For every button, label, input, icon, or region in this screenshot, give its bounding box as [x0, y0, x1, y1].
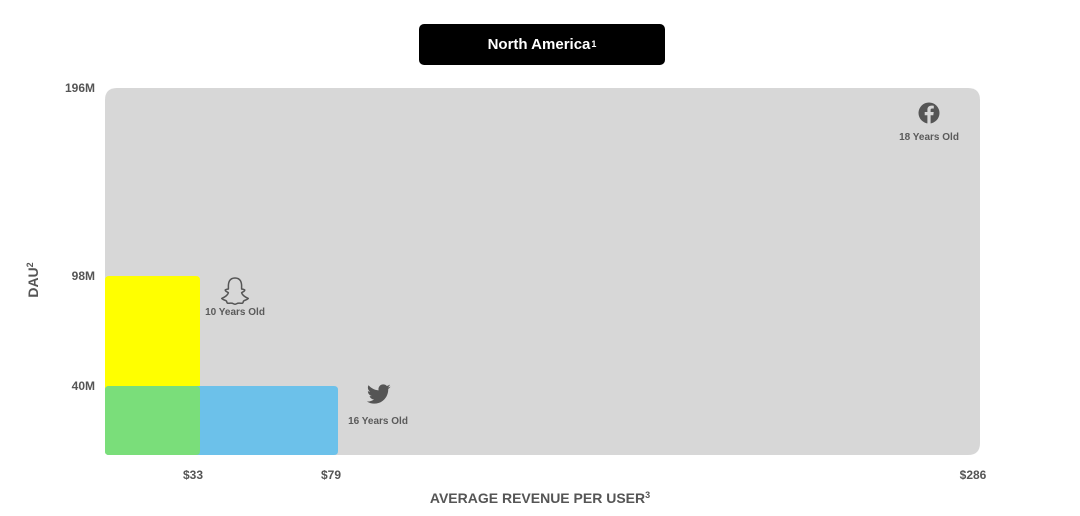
facebook-icon	[918, 102, 940, 124]
bar-facebook	[105, 88, 980, 455]
chart-title: North America 1	[419, 24, 665, 65]
x-tick-label: $79	[321, 468, 341, 482]
x-axis-label: AVERAGE REVENUE PER USER3	[430, 490, 650, 506]
bar-overlap	[105, 386, 200, 455]
y-tick-label: 196M	[65, 81, 95, 95]
twitter-bird-icon	[366, 384, 391, 404]
x-tick-label: $33	[183, 468, 203, 482]
x-tick-label: $286	[960, 468, 987, 482]
label-snapchat-age: 10 Years Old	[205, 307, 265, 318]
chart-title-text: North America	[487, 36, 591, 53]
y-tick-label: 98M	[72, 269, 95, 283]
chart-title-note: 1	[591, 38, 597, 49]
label-facebook-age: 18 Years Old	[899, 132, 959, 143]
y-axis-label: DAU2	[25, 262, 41, 297]
snapchat-ghost-icon	[220, 277, 250, 305]
label-twitter-age: 16 Years Old	[348, 416, 408, 427]
y-tick-label: 40M	[72, 379, 95, 393]
